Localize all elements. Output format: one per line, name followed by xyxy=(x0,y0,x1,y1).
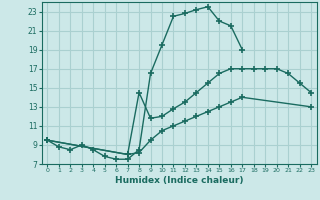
X-axis label: Humidex (Indice chaleur): Humidex (Indice chaleur) xyxy=(115,176,244,185)
